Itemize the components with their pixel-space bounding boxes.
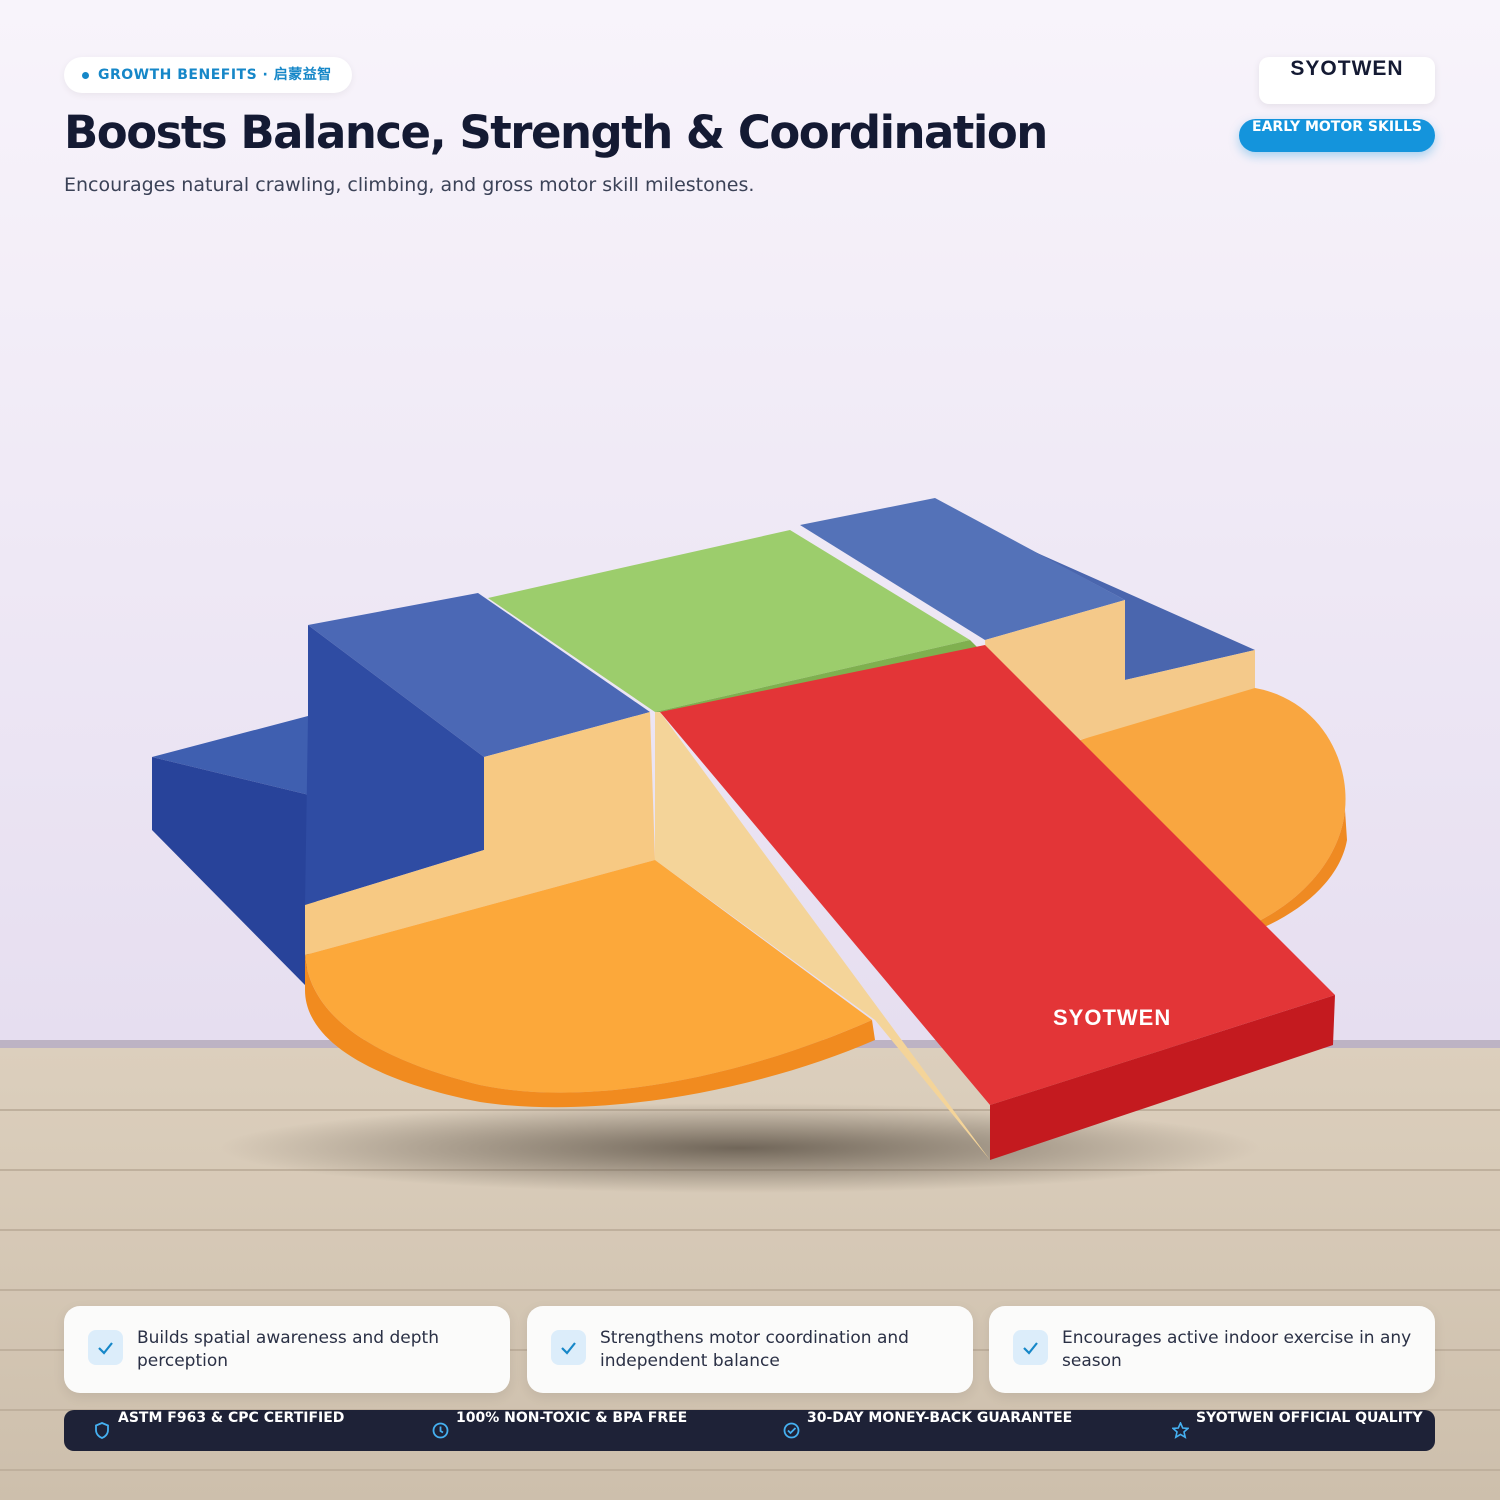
skill-badge: EARLY MOTOR SKILLS (1239, 119, 1435, 152)
trust-text: 30-DAY MONEY-BACK GUARANTEE (807, 1410, 1073, 1426)
trust-text: ASTM F963 & CPC CERTIFIED (118, 1410, 345, 1426)
benefit-text: Builds spatial awareness and depth perce… (137, 1328, 439, 1371)
benefit-card: Encourages active indoor exercise in any… (989, 1306, 1435, 1393)
benefit-card: Builds spatial awareness and depth perce… (64, 1306, 510, 1393)
headline: Boosts Balance, Strength & Coordination (64, 106, 1048, 159)
check-icon (551, 1330, 586, 1365)
check-icon (1013, 1330, 1048, 1365)
trust-item: 100% NON-TOXIC & BPA FREE (432, 1410, 688, 1451)
trust-bar: ASTM F963 & CPC CERTIFIED 100% NON-TOXIC… (64, 1410, 1435, 1451)
check-icon (88, 1330, 123, 1365)
product-label: SYOTWEN (1053, 1005, 1172, 1030)
brand-logo: SYOTWEN (1259, 57, 1435, 104)
benefit-text: Strengthens motor coordination and indep… (600, 1328, 909, 1371)
trust-item: SYOTWEN OFFICIAL QUALITY (1172, 1410, 1423, 1451)
subtitle: Encourages natural crawling, climbing, a… (64, 174, 755, 196)
foam-blocks (152, 498, 1347, 1160)
trust-text: 100% NON-TOXIC & BPA FREE (456, 1410, 688, 1426)
trust-item: 30-DAY MONEY-BACK GUARANTEE (783, 1410, 1073, 1451)
section-tag: GROWTH BENEFITS · 启蒙益智 (64, 57, 352, 93)
benefit-text: Encourages active indoor exercise in any… (1062, 1328, 1412, 1371)
trust-item: ASTM F963 & CPC CERTIFIED (95, 1410, 345, 1451)
trust-text: SYOTWEN OFFICIAL QUALITY (1196, 1410, 1423, 1426)
benefit-card: Strengthens motor coordination and indep… (527, 1306, 973, 1393)
